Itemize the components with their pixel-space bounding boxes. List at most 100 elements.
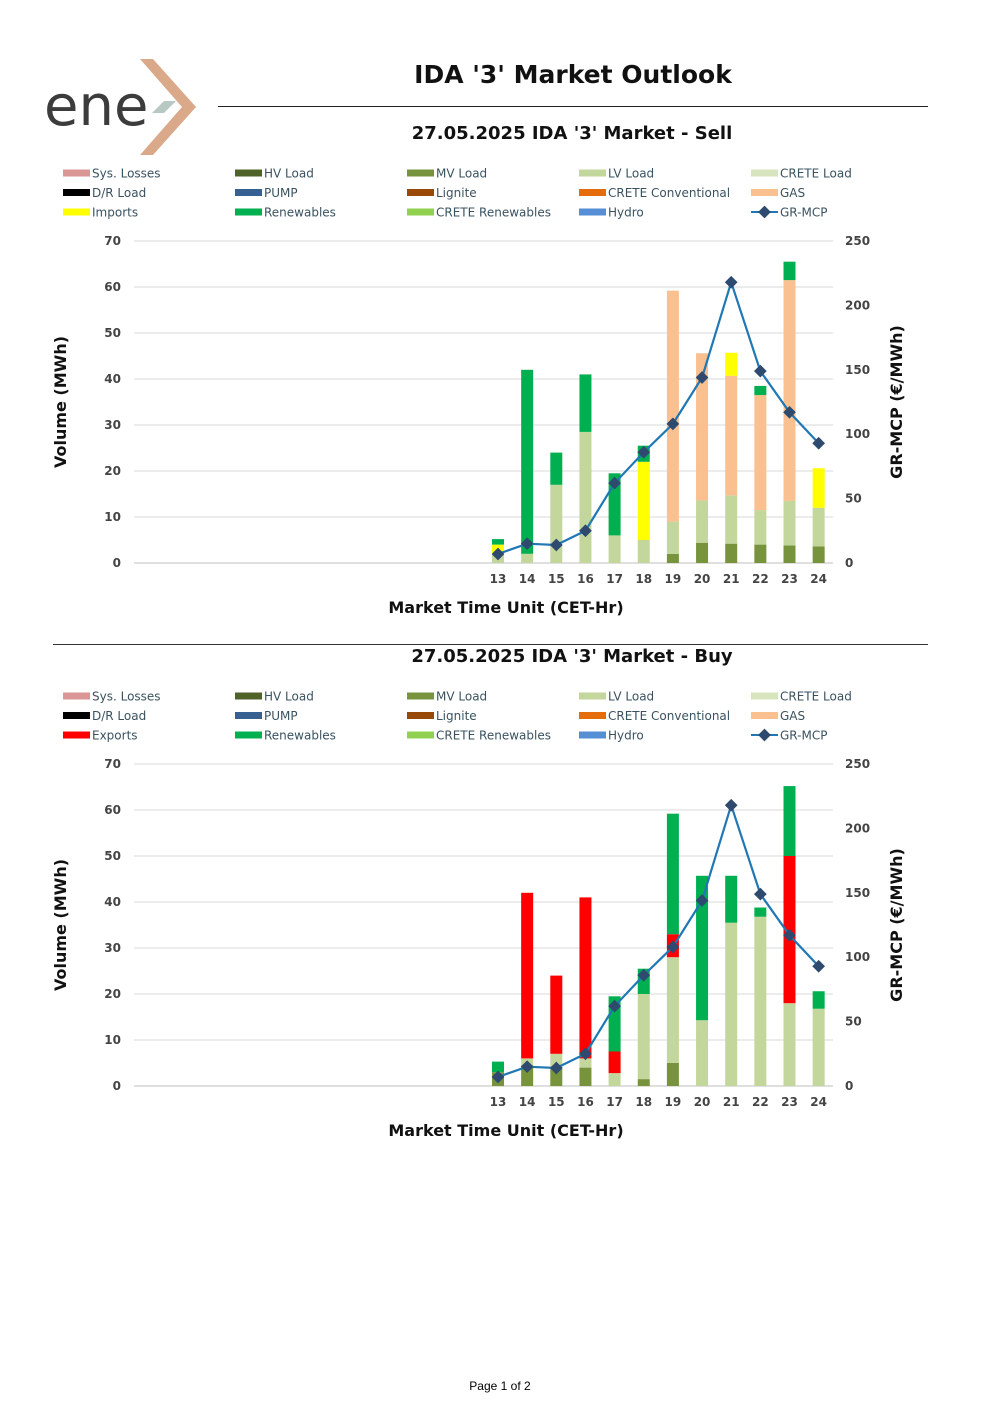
legend-label: LV Load — [608, 690, 654, 704]
y-axis-title: Volume (MWh) — [51, 859, 70, 991]
bar-segment — [725, 495, 738, 544]
bar-segment — [608, 1073, 621, 1086]
legend-swatch — [407, 208, 434, 216]
legend-item: Exports — [63, 729, 138, 743]
section-divider — [53, 644, 928, 645]
legend-label: D/R Load — [92, 186, 146, 200]
bar-segment — [783, 786, 796, 856]
legend-item: CRETE Renewables — [407, 729, 551, 743]
legend-label: HV Load — [264, 690, 314, 704]
legend-item: Lignite — [407, 709, 477, 723]
bar-segment — [812, 468, 825, 508]
bar-segment — [637, 540, 650, 563]
legend-label: GR-MCP — [780, 729, 827, 743]
legend-swatch — [751, 712, 778, 719]
bar-segment — [608, 535, 621, 563]
y-tick-label: 10 — [104, 1033, 121, 1047]
bar-segment — [579, 1067, 592, 1086]
y-tick-label: 70 — [104, 757, 121, 771]
title-rule — [218, 106, 928, 107]
y-tick-label: 60 — [104, 280, 121, 294]
y-tick-label: 40 — [104, 372, 121, 386]
legend-swatch — [579, 731, 606, 739]
gr-mcp-line — [497, 278, 820, 556]
x-tick-label: 14 — [519, 1095, 536, 1109]
buy-chart: 27.05.2025 IDA '3' Market - Buy Sys. Loss… — [51, 646, 906, 1140]
legend-swatch — [579, 712, 606, 719]
y2-axis-title: GR-MCP (€/MWh) — [887, 325, 906, 479]
legend-item: GAS — [751, 186, 805, 200]
legend-label: CRETE Conventional — [608, 709, 730, 723]
legend-item: GAS — [751, 709, 805, 723]
y-tick-label: 30 — [104, 418, 121, 432]
legend-label: CRETE Conventional — [608, 186, 730, 200]
logo-chevron — [140, 59, 196, 155]
bar-segment — [579, 897, 592, 1059]
x-axis-title: Market Time Unit (CET-Hr) — [388, 598, 623, 617]
x-tick-label: 22 — [752, 1095, 769, 1109]
x-tick-label: 14 — [519, 572, 536, 586]
legend-item: CRETE Conventional — [579, 186, 730, 200]
legend-swatch — [751, 189, 778, 196]
bar-segment — [754, 544, 767, 563]
logo-cross-stroke — [152, 101, 176, 113]
legend-item: MV Load — [407, 167, 487, 181]
x-tick-label: 19 — [665, 1095, 682, 1109]
bar-segment — [696, 1020, 709, 1086]
chart-title: 27.05.2025 IDA '3' Market - Sell — [412, 123, 733, 144]
legend-item: Hydro — [579, 206, 644, 220]
legend-swatch — [407, 189, 434, 196]
legend-item: D/R Load — [63, 709, 146, 723]
legend-label: Lignite — [436, 186, 477, 200]
y-tick-label: 60 — [104, 803, 121, 817]
bar-segment — [783, 280, 796, 501]
legend-item: MV Load — [407, 690, 487, 704]
y2-tick-label: 200 — [845, 298, 870, 312]
legend-label: MV Load — [436, 167, 487, 181]
bar-segment — [754, 907, 767, 917]
legend-swatch — [235, 731, 262, 739]
legend-item: CRETE Renewables — [407, 206, 551, 220]
legend-diamond-marker — [758, 728, 771, 742]
bar-segment — [812, 507, 825, 547]
gr-mcp-marker — [520, 1060, 534, 1074]
y2-tick-label: 250 — [845, 234, 870, 248]
bar-segment — [666, 1063, 679, 1086]
x-tick-label: 16 — [577, 1095, 594, 1109]
legend-label: CRETE Load — [780, 690, 852, 704]
legend-label: CRETE Renewables — [436, 206, 551, 220]
y2-tick-label: 50 — [845, 1015, 862, 1029]
legend-label: Imports — [92, 206, 138, 220]
bar-segment — [725, 922, 738, 1086]
bar-segment — [812, 546, 825, 563]
y2-tick-label: 0 — [845, 1079, 853, 1093]
bar-segment — [696, 353, 709, 501]
gr-mcp-line — [497, 801, 820, 1079]
legend-item: LV Load — [579, 167, 654, 181]
y2-tick-label: 250 — [845, 757, 870, 771]
legend-swatch — [579, 189, 606, 196]
legend-label: GAS — [780, 709, 805, 723]
legend-swatch — [63, 692, 90, 700]
bar-segment — [725, 543, 738, 563]
bar-segment — [579, 374, 592, 432]
legend-label: MV Load — [436, 690, 487, 704]
logo-text: ene — [44, 74, 148, 139]
x-tick-label: 23 — [781, 1095, 798, 1109]
bar-segment — [550, 1053, 563, 1068]
legend-swatch — [751, 169, 778, 177]
sell-chart-panel: 27.05.2025 IDA '3' Market - Sell Sys. Los… — [0, 115, 1000, 625]
x-tick-label: 13 — [490, 572, 507, 586]
bar-segment — [579, 1058, 592, 1068]
legend-swatch — [235, 692, 262, 700]
bar-segment — [521, 553, 534, 563]
x-tick-label: 23 — [781, 572, 798, 586]
x-tick-label: 15 — [548, 1095, 565, 1109]
bar-segment — [812, 991, 825, 1009]
x-tick-label: 17 — [606, 1095, 623, 1109]
legend-label: PUMP — [264, 186, 298, 200]
y2-axis-title: GR-MCP (€/MWh) — [887, 848, 906, 1002]
legend-label: Lignite — [436, 709, 477, 723]
legend-item: GR-MCP — [751, 729, 827, 743]
bar-segment — [783, 261, 796, 281]
